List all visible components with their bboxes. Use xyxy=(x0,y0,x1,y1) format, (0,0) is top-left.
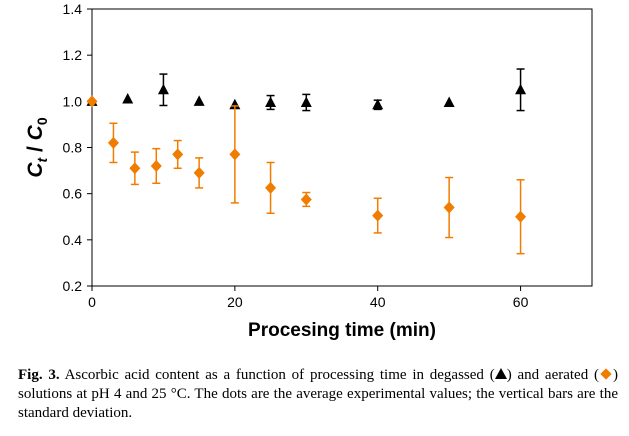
y-tick-label: 0.8 xyxy=(63,140,83,156)
data-point-triangle xyxy=(265,96,277,107)
chart-marks xyxy=(86,68,527,255)
data-point-diamond xyxy=(372,209,384,222)
caption-label: Fig. 3. xyxy=(18,367,60,383)
chart-axes: 0.2 0.4 0.6 0.8 1.0 1.2 1.4 0 20 40 60 xyxy=(63,1,593,310)
data-point-diamond xyxy=(150,159,162,172)
data-point-triangle xyxy=(515,83,527,95)
data-point-triangle xyxy=(300,96,312,107)
data-point-triangle xyxy=(372,98,384,110)
data-point-diamond xyxy=(265,181,277,194)
y-tick-label: 1.0 xyxy=(63,93,83,109)
diamond-marker-icon xyxy=(600,368,612,380)
x-axis-title: Procesing time (min) xyxy=(248,320,436,341)
y-axis-title-sub-den: 0 xyxy=(34,117,50,125)
y-tick-label: 1.4 xyxy=(63,1,83,17)
data-point-diamond xyxy=(515,210,527,223)
x-tick-label: 20 xyxy=(227,294,243,310)
data-point-triangle xyxy=(122,93,134,104)
data-point-diamond xyxy=(129,162,141,175)
triangle-marker-icon xyxy=(494,368,507,379)
data-point-triangle xyxy=(443,96,455,107)
data-point-diamond xyxy=(443,201,455,214)
y-tick-label: 0.4 xyxy=(63,232,83,248)
data-point-diamond xyxy=(193,166,205,179)
y-tick-label: 1.2 xyxy=(63,47,83,63)
data-point-diamond xyxy=(300,193,312,206)
data-point-triangle xyxy=(157,83,169,95)
x-tick-label: 40 xyxy=(370,294,386,310)
plot-frame xyxy=(91,8,593,287)
y-axis-title-sep: / xyxy=(24,140,47,158)
caption-text-2: ) and aerated ( xyxy=(506,367,599,383)
y-tick-label: 0.2 xyxy=(63,278,83,294)
data-point-diamond xyxy=(107,136,119,149)
data-point-triangle xyxy=(193,95,205,106)
y-tick-label: 0.6 xyxy=(63,186,83,202)
x-tick-label: 0 xyxy=(88,294,96,310)
y-axis-title-sub-num: t xyxy=(34,156,50,162)
x-tick-label: 60 xyxy=(513,294,529,310)
figure-caption: Fig. 3. Ascorbic acid content as a funct… xyxy=(18,366,618,423)
data-point-diamond xyxy=(172,148,184,161)
caption-text-1: Ascorbic acid content as a function of p… xyxy=(59,367,495,383)
y-axis-title-main-2: C xyxy=(24,124,47,140)
data-point-diamond xyxy=(229,148,241,161)
data-point-diamond xyxy=(86,95,98,108)
caption-text-3: ) solutions at pH 4 and 25 °C. The dots … xyxy=(18,367,618,421)
y-axis-title-main: C xyxy=(24,162,47,178)
y-axis-title: Ct / C0 xyxy=(24,117,50,178)
